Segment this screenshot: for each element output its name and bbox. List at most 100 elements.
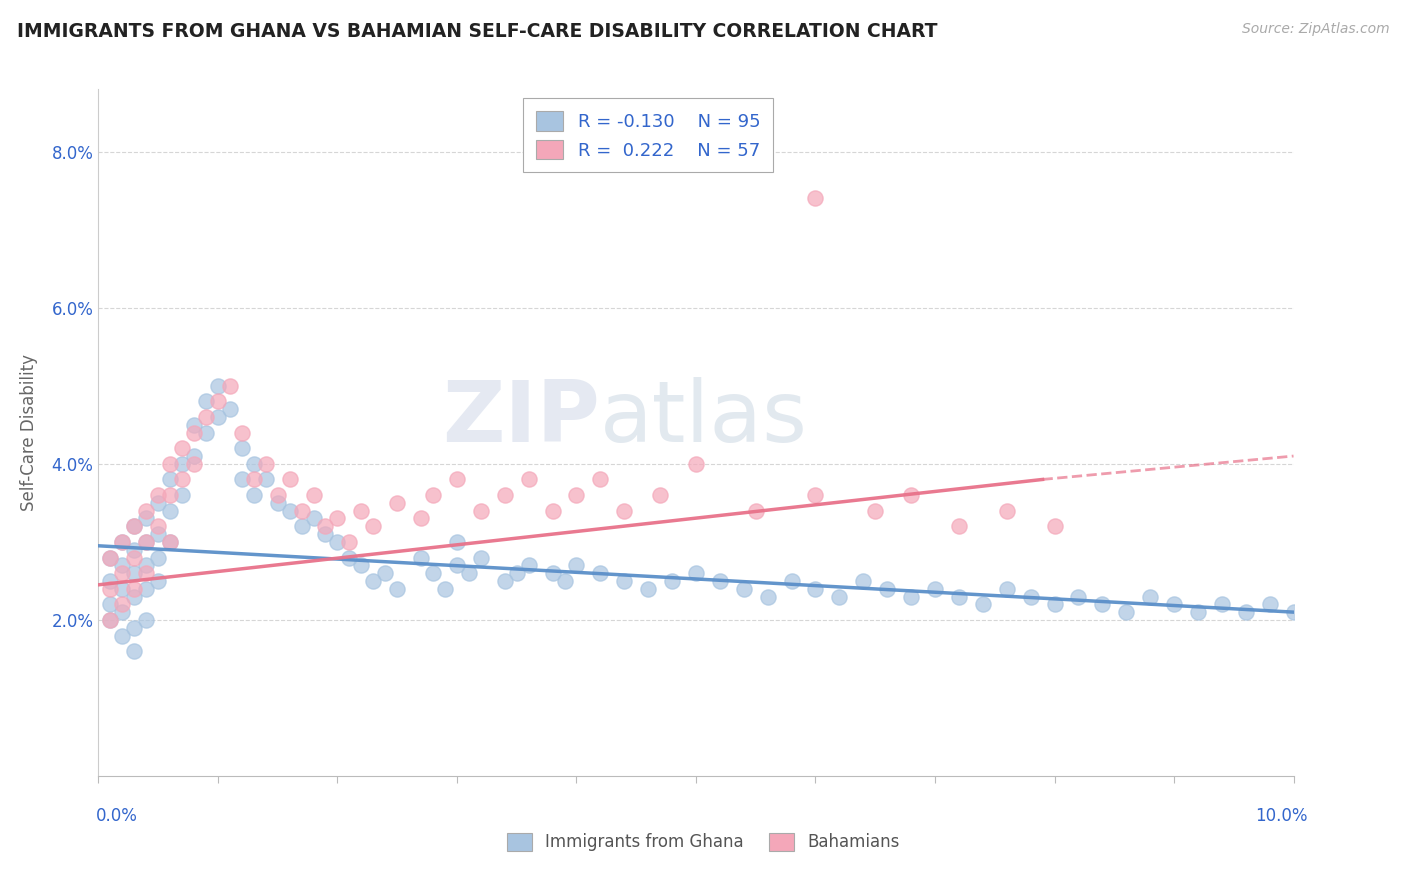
Point (1187, 605, 1209, 619)
Point (148, 574, 170, 588)
Point (254, 472, 277, 486)
Point (111, 598, 134, 612)
Point (159, 503, 181, 517)
Point (231, 441, 253, 455)
Point (876, 582, 898, 596)
Point (339, 534, 361, 549)
Point (98, 550, 122, 565)
Point (422, 566, 444, 581)
Point (172, 488, 194, 502)
Point (565, 558, 588, 573)
Point (446, 534, 468, 549)
Point (554, 574, 576, 588)
Point (804, 191, 827, 205)
Point (135, 534, 157, 549)
Point (756, 590, 779, 604)
Point (315, 519, 337, 533)
Point (637, 582, 659, 596)
Point (98, 582, 122, 596)
Point (183, 425, 205, 440)
Point (446, 558, 468, 573)
Point (98, 574, 122, 588)
Point (111, 582, 134, 596)
Text: IMMIGRANTS FROM GHANA VS BAHAMIAN SELF-CARE DISABILITY CORRELATION CHART: IMMIGRANTS FROM GHANA VS BAHAMIAN SELF-C… (17, 22, 938, 41)
Point (517, 472, 540, 486)
Point (804, 488, 827, 502)
Point (111, 605, 134, 619)
Point (470, 503, 492, 517)
Point (434, 582, 457, 596)
Point (589, 566, 612, 581)
Point (135, 534, 157, 549)
Point (613, 503, 636, 517)
Point (278, 472, 301, 486)
Point (231, 425, 253, 440)
Point (207, 378, 229, 392)
Point (326, 534, 349, 549)
Point (148, 550, 170, 565)
Point (159, 472, 181, 486)
Point (494, 488, 516, 502)
Point (124, 566, 146, 581)
Point (363, 574, 385, 588)
Point (1019, 590, 1042, 604)
Point (1043, 598, 1066, 612)
Point (900, 590, 922, 604)
Point (148, 496, 170, 510)
Point (446, 472, 468, 486)
Point (900, 488, 922, 502)
Point (948, 519, 970, 533)
Point (111, 566, 134, 581)
Point (995, 582, 1018, 596)
Point (219, 402, 242, 417)
Point (124, 582, 146, 596)
Text: 0.0%: 0.0% (96, 807, 138, 825)
Point (1091, 598, 1114, 612)
Point (172, 472, 194, 486)
Point (148, 527, 170, 541)
Point (183, 449, 205, 463)
Point (541, 503, 564, 517)
Point (1115, 605, 1137, 619)
Point (124, 519, 146, 533)
Point (124, 621, 146, 635)
Point (745, 503, 768, 517)
Point (1282, 605, 1305, 619)
Point (458, 566, 481, 581)
Point (733, 582, 755, 596)
Point (385, 496, 409, 510)
Point (661, 574, 683, 588)
Point (315, 527, 337, 541)
Point (135, 582, 157, 596)
Point (124, 590, 146, 604)
Point (98, 613, 122, 627)
Point (124, 644, 146, 658)
Point (183, 417, 205, 432)
Point (1067, 590, 1090, 604)
Point (972, 598, 994, 612)
Point (1234, 605, 1257, 619)
Point (1258, 598, 1281, 612)
Point (650, 488, 672, 502)
Legend: Immigrants from Ghana, Bahamians: Immigrants from Ghana, Bahamians (496, 822, 910, 862)
Point (111, 534, 134, 549)
Point (195, 410, 218, 425)
Point (852, 574, 875, 588)
Point (506, 566, 529, 581)
Point (111, 558, 134, 573)
Point (363, 519, 385, 533)
Point (1163, 598, 1185, 612)
Point (243, 472, 266, 486)
Point (135, 503, 157, 517)
Text: 10.0%: 10.0% (1256, 807, 1308, 825)
Point (148, 519, 170, 533)
Point (207, 394, 229, 409)
Point (865, 503, 887, 517)
Point (565, 488, 588, 502)
Point (243, 457, 266, 471)
Text: Source: ZipAtlas.com: Source: ZipAtlas.com (1241, 22, 1389, 37)
Point (148, 488, 170, 502)
Point (804, 582, 827, 596)
Point (278, 503, 301, 517)
Point (780, 574, 803, 588)
